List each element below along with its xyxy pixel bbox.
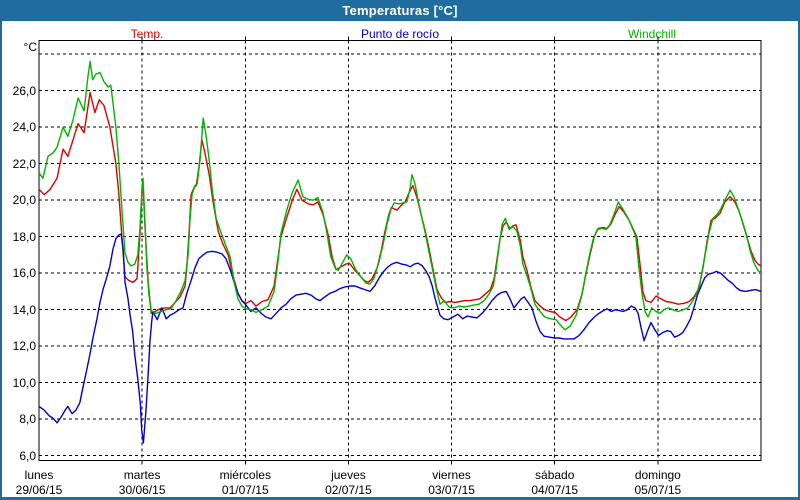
- x-axis-day-label: miércoles: [219, 468, 271, 482]
- x-axis-day-label: sábado: [535, 468, 575, 482]
- y-axis-label: 8,0: [19, 412, 36, 427]
- x-axis-day-label: jueves: [331, 468, 366, 482]
- legend-item-windchill: Windchill: [627, 27, 677, 41]
- x-axis-date-label: 04/07/15: [531, 483, 579, 497]
- x-axis-day-label: martes: [123, 468, 161, 482]
- plot-border: [38, 40, 762, 461]
- y-axis-label: 16,0: [12, 266, 36, 281]
- x-axis-day-label: lunes: [24, 468, 54, 482]
- series-line-punto-de-roc-o: [38, 233, 762, 444]
- y-axis-label: 22,0: [12, 156, 36, 171]
- y-axis-label: 6,0: [19, 448, 36, 463]
- x-axis-date-label: 01/07/15: [221, 483, 269, 497]
- series-line-windchill: [38, 60, 762, 331]
- x-axis-date-label: 29/06/15: [15, 483, 63, 497]
- legend-item-temp-: Temp.: [130, 27, 164, 41]
- window-title: Temperaturas [°C]: [342, 3, 458, 18]
- y-axis-label: 12,0: [12, 339, 36, 354]
- x-axis-day-label: viernes: [432, 468, 471, 482]
- x-axis-date-label: 05/07/15: [634, 483, 682, 497]
- y-axis-label: 20,0: [12, 193, 36, 208]
- x-axis-date-label: 30/06/15: [118, 483, 166, 497]
- y-axis-label: 24,0: [12, 120, 36, 135]
- title-bar: Temperaturas [°C]: [0, 0, 800, 21]
- legend-item-punto-de-roc-o: Punto de rocío: [360, 27, 440, 41]
- x-axis-day-label: domingo: [634, 468, 681, 482]
- y-axis-unit-label: °C: [23, 40, 37, 54]
- x-axis-date-label: 03/07/15: [428, 483, 475, 497]
- y-axis-label: 26,0: [12, 83, 36, 98]
- x-axis-date-label: 02/07/15: [325, 483, 372, 497]
- y-axis-label: 10,0: [12, 375, 36, 390]
- series-line-temp-: [38, 91, 762, 322]
- chart-area: Temp. Punto de rocío Windchill °C 26,0 24,0…: [2, 21, 798, 497]
- y-axis-label: 14,0: [12, 302, 36, 317]
- y-axis-label: 18,0: [12, 229, 36, 244]
